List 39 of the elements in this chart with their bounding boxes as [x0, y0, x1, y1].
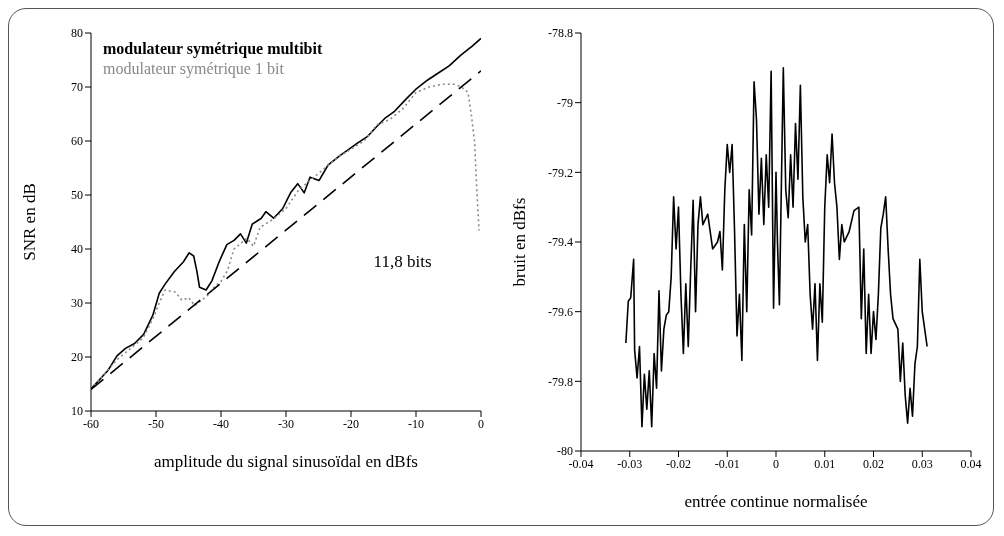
x-tick-label: -0.01: [714, 456, 740, 471]
x-tick-label: -50: [148, 416, 164, 431]
y-tick-label: 10: [71, 404, 83, 419]
y-tick-label: -80: [557, 444, 573, 459]
x-axis-title: entrée continue normalisée: [684, 492, 868, 511]
y-tick-label: -79.2: [548, 165, 573, 180]
x-tick-label: -40: [213, 416, 229, 431]
y-tick-label: -79: [557, 95, 573, 110]
x-tick-label: -0.03: [617, 456, 643, 471]
y-tick-label: 80: [71, 26, 83, 41]
x-tick-label: 0.04: [960, 456, 982, 471]
y-tick-label: -79.8: [548, 374, 573, 389]
line-series: [625, 67, 928, 428]
x-tick-label: -0.04: [568, 456, 594, 471]
text: modulateur symétrique multibit: [103, 39, 323, 59]
x-tick-label: 0: [773, 456, 779, 471]
y-tick-label: 50: [71, 188, 83, 203]
y-axis-title: SNR en dB: [20, 183, 40, 261]
x-tick-label: 0.03: [911, 456, 933, 471]
annotation: 11,8 bits: [373, 251, 432, 272]
y-tick-label: 20: [71, 350, 83, 365]
y-axis-title: bruit en dBfs: [510, 197, 530, 287]
y-tick-label: 30: [71, 296, 83, 311]
x-tick-label: -60: [83, 416, 99, 431]
y-tick-label: -79.4: [548, 235, 573, 250]
x-tick-label: -10: [408, 416, 424, 431]
text: modulateur symétrique 1 bit: [103, 59, 285, 79]
x-tick-label: -30: [278, 416, 294, 431]
y-tick-label: -78.8: [548, 26, 573, 41]
y-tick-label: -79.6: [548, 304, 573, 319]
x-tick-label: 0.02: [863, 456, 884, 471]
y-tick-label: 40: [71, 242, 83, 257]
x-tick-label: 0.01: [814, 456, 836, 471]
y-tick-label: 60: [71, 134, 83, 149]
x-axis-title: amplitude du signal sinusoïdal en dBfs: [154, 452, 418, 471]
x-tick-label: -0.02: [666, 456, 691, 471]
y-tick-label: 70: [71, 80, 83, 95]
x-tick-label: 0: [478, 416, 484, 431]
x-tick-label: -20: [343, 416, 359, 431]
